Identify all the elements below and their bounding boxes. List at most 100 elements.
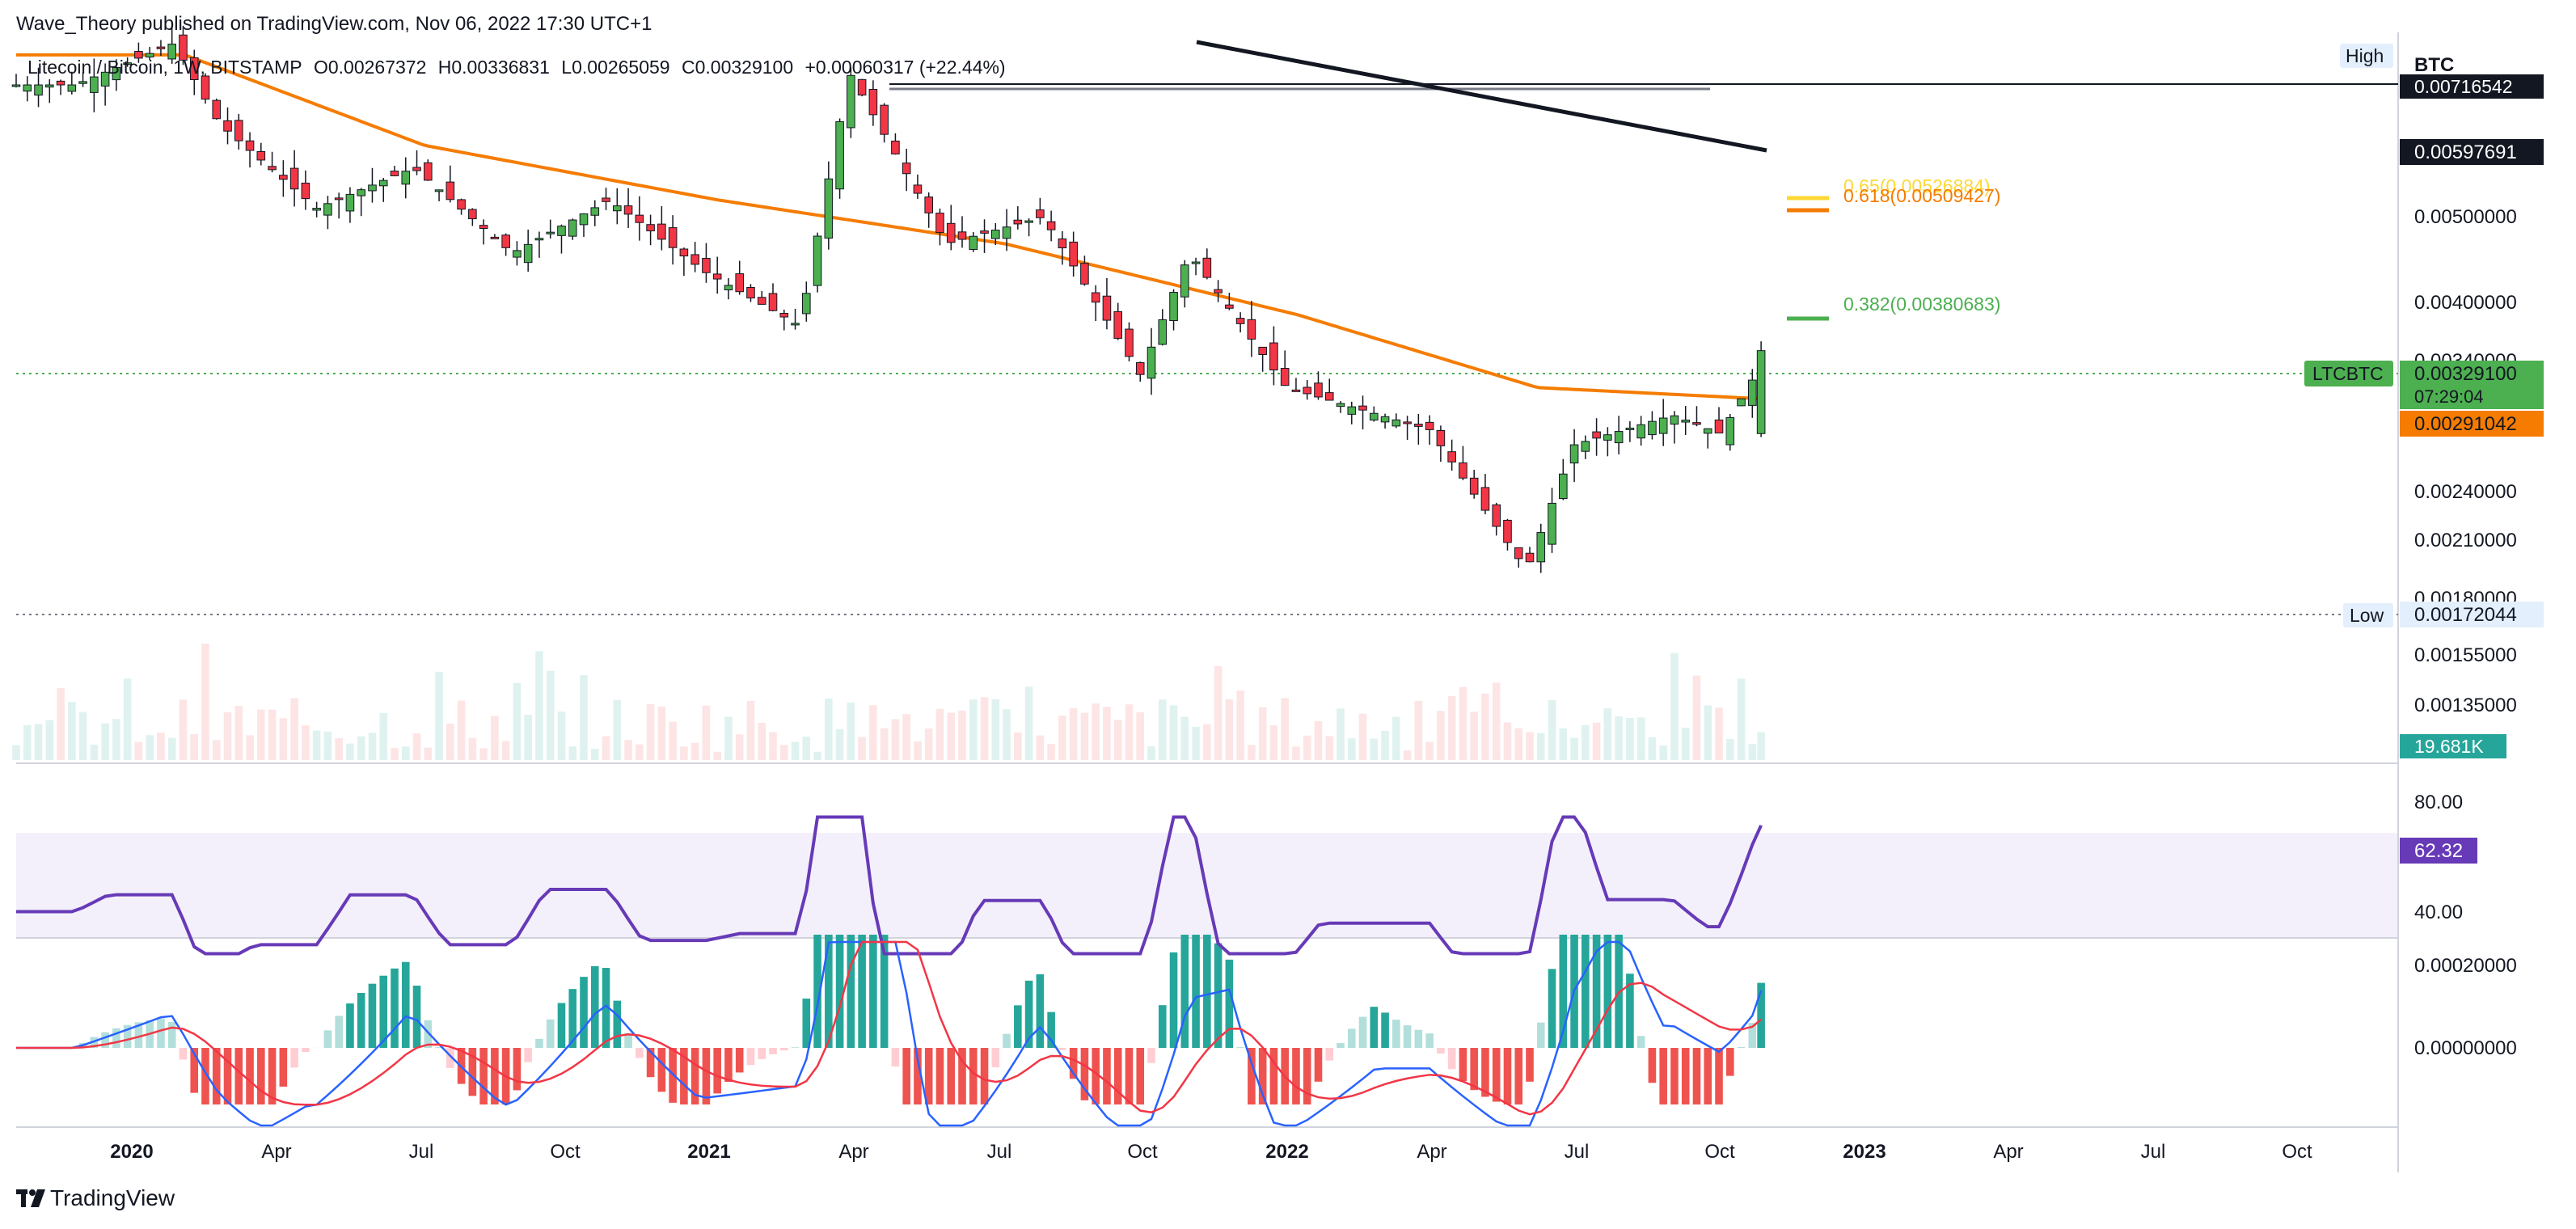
candle[interactable] <box>668 215 678 265</box>
candle[interactable] <box>1748 369 1757 418</box>
candle[interactable] <box>1314 371 1323 400</box>
candle[interactable] <box>657 206 666 251</box>
candle[interactable] <box>1714 407 1724 434</box>
candle[interactable] <box>201 73 210 104</box>
candle[interactable] <box>557 224 566 254</box>
candle[interactable] <box>479 219 488 245</box>
candle[interactable] <box>34 67 43 108</box>
candle[interactable] <box>312 201 321 218</box>
candle[interactable] <box>424 159 433 181</box>
candle[interactable] <box>1191 257 1201 276</box>
candle[interactable] <box>1336 401 1345 413</box>
candle[interactable] <box>1569 429 1579 483</box>
candle[interactable] <box>1069 231 1078 277</box>
candle[interactable] <box>1559 458 1568 500</box>
candle[interactable] <box>100 63 110 106</box>
candle[interactable] <box>1235 312 1245 333</box>
candle[interactable] <box>245 132 255 168</box>
candle[interactable] <box>957 216 967 248</box>
candle[interactable] <box>791 308 800 330</box>
candles[interactable] <box>11 25 1766 573</box>
candle[interactable] <box>279 160 288 197</box>
candle[interactable] <box>724 277 733 300</box>
candle[interactable] <box>1380 413 1390 429</box>
candle[interactable] <box>1459 446 1467 480</box>
candle[interactable] <box>824 161 834 250</box>
candle[interactable] <box>768 283 778 312</box>
candle[interactable] <box>690 242 699 272</box>
candle[interactable] <box>1614 416 1624 454</box>
candle[interactable] <box>1603 427 1612 457</box>
candle[interactable] <box>289 150 299 207</box>
candle[interactable] <box>746 284 755 302</box>
candle[interactable] <box>123 57 132 67</box>
candle[interactable] <box>513 241 522 266</box>
symbol-legend[interactable]: Litecoin / Bitcoin, 1W, BITSTAMP O0.0026… <box>27 57 1012 78</box>
candle[interactable] <box>635 196 644 241</box>
candle[interactable] <box>1536 523 1546 573</box>
candle[interactable] <box>1303 379 1312 400</box>
candle[interactable] <box>1725 413 1735 451</box>
candle[interactable] <box>1425 415 1434 446</box>
candle[interactable] <box>1625 420 1635 442</box>
candle[interactable] <box>345 187 355 223</box>
candle[interactable] <box>1247 301 1256 357</box>
candle[interactable] <box>1636 416 1645 446</box>
candle[interactable] <box>1102 277 1112 330</box>
candle[interactable] <box>23 76 32 102</box>
candle[interactable] <box>179 25 188 65</box>
candle[interactable] <box>1525 547 1535 563</box>
candle[interactable] <box>323 196 332 230</box>
candle[interactable] <box>167 26 177 64</box>
candle[interactable] <box>857 78 867 97</box>
candle[interactable] <box>1169 289 1178 331</box>
candle[interactable] <box>1469 470 1479 499</box>
candle[interactable] <box>378 178 388 202</box>
candle[interactable] <box>368 167 377 203</box>
candle[interactable] <box>501 233 510 256</box>
candle[interactable] <box>1258 346 1267 372</box>
candle[interactable] <box>446 165 455 203</box>
candle[interactable] <box>891 133 900 155</box>
candle[interactable] <box>468 208 477 226</box>
candle[interactable] <box>712 256 722 294</box>
candle[interactable] <box>1291 378 1301 392</box>
candle[interactable] <box>646 214 655 246</box>
candle[interactable] <box>1447 439 1456 471</box>
candle[interactable] <box>924 192 934 228</box>
candle[interactable] <box>1648 411 1657 440</box>
candle[interactable] <box>1202 248 1212 280</box>
candle[interactable] <box>1024 218 1033 237</box>
candle[interactable] <box>1391 413 1401 429</box>
candle[interactable] <box>1592 418 1601 456</box>
candle[interactable] <box>1058 230 1067 265</box>
candle[interactable] <box>534 231 544 258</box>
candle[interactable] <box>1225 293 1234 310</box>
candle[interactable] <box>1091 285 1100 322</box>
candle[interactable] <box>702 243 711 283</box>
candle[interactable] <box>56 79 65 95</box>
candle[interactable] <box>880 103 889 143</box>
candle[interactable] <box>980 219 989 253</box>
candle[interactable] <box>490 234 500 239</box>
candle[interactable] <box>835 118 844 199</box>
candle[interactable] <box>1370 406 1379 422</box>
candle[interactable] <box>546 219 555 239</box>
candle[interactable] <box>357 188 366 217</box>
candle[interactable] <box>212 98 222 120</box>
candle[interactable] <box>847 67 855 138</box>
candle[interactable] <box>1036 197 1045 225</box>
candle[interactable] <box>268 151 277 173</box>
candle[interactable] <box>1135 361 1145 382</box>
candle[interactable] <box>1503 518 1512 551</box>
candle[interactable] <box>757 291 766 305</box>
candle[interactable] <box>779 309 789 331</box>
candle[interactable] <box>590 200 600 226</box>
candle[interactable] <box>868 80 878 126</box>
candle[interactable] <box>301 170 310 210</box>
candle[interactable] <box>390 166 399 177</box>
candle[interactable] <box>1324 378 1334 401</box>
candle[interactable] <box>1548 488 1556 553</box>
candle[interactable] <box>1436 425 1446 462</box>
